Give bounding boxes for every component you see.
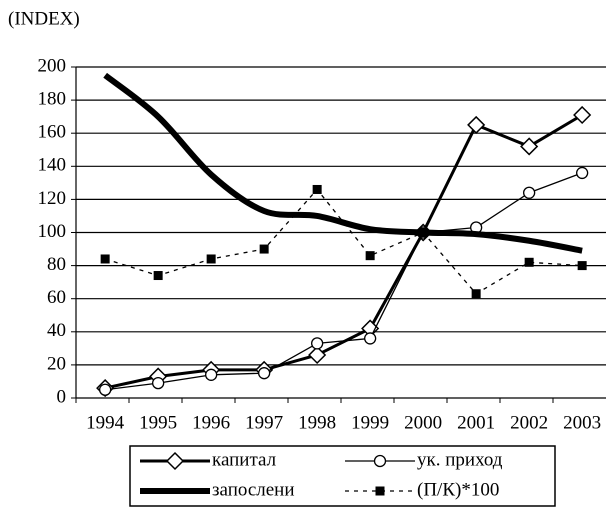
y-tick-label: 60 bbox=[47, 287, 66, 308]
y-tick-label: 180 bbox=[38, 88, 67, 109]
x-tick-label: 1995 bbox=[139, 412, 177, 433]
x-tick-label: 1999 bbox=[351, 412, 389, 433]
series-line bbox=[104, 113, 583, 390]
marker bbox=[573, 105, 592, 125]
marker bbox=[576, 166, 589, 180]
x-tick-label: 2000 bbox=[404, 412, 442, 433]
x-tick-label: 1994 bbox=[86, 412, 125, 433]
y-tick-label: 20 bbox=[47, 353, 66, 374]
marker bbox=[523, 186, 536, 199]
marker bbox=[418, 228, 428, 237]
x-tick-label: 1996 bbox=[192, 412, 230, 433]
series-line bbox=[105, 172, 583, 391]
marker bbox=[577, 261, 587, 271]
legend-marker bbox=[373, 454, 387, 468]
legend-label: запослени bbox=[212, 479, 295, 500]
marker bbox=[99, 383, 112, 396]
y-tick-label: 80 bbox=[47, 254, 66, 275]
marker bbox=[312, 184, 322, 194]
x-tick-label: 1998 bbox=[298, 412, 336, 433]
x-tick-label: 2002 bbox=[510, 412, 548, 433]
legend-label: ук. приход bbox=[417, 449, 503, 470]
legend-marker bbox=[165, 451, 185, 471]
legend-marker bbox=[375, 486, 385, 496]
marker bbox=[308, 345, 327, 365]
legend-box bbox=[129, 445, 556, 507]
x-tick-label: 1997 bbox=[245, 412, 283, 433]
marker bbox=[524, 257, 534, 267]
x-tick-label: 2003 bbox=[563, 412, 601, 433]
marker bbox=[471, 289, 481, 299]
marker bbox=[520, 137, 539, 156]
marker bbox=[257, 367, 271, 380]
x-tick-label: 2001 bbox=[457, 412, 495, 433]
marker bbox=[100, 254, 110, 264]
legend-label: (П/К)*100 bbox=[417, 479, 499, 500]
marker bbox=[467, 115, 486, 134]
marker bbox=[204, 368, 218, 381]
chart-title: (INDEX) bbox=[8, 8, 80, 29]
y-tick-label: 200 bbox=[38, 55, 67, 76]
marker bbox=[206, 254, 216, 264]
marker bbox=[310, 337, 324, 350]
legend-label: капитал bbox=[212, 449, 277, 470]
marker bbox=[365, 251, 375, 261]
y-tick-label: 160 bbox=[38, 122, 67, 143]
series-line bbox=[104, 188, 583, 295]
series-line bbox=[103, 72, 583, 254]
y-tick-label: 0 bbox=[57, 386, 67, 407]
y-tick-label: 40 bbox=[47, 320, 66, 341]
marker bbox=[259, 244, 269, 254]
marker bbox=[363, 332, 377, 345]
marker bbox=[153, 271, 163, 281]
y-tick-label: 140 bbox=[38, 155, 67, 176]
marker bbox=[151, 376, 165, 390]
y-tick-label: 100 bbox=[38, 221, 67, 242]
y-tick-label: 120 bbox=[38, 188, 67, 209]
